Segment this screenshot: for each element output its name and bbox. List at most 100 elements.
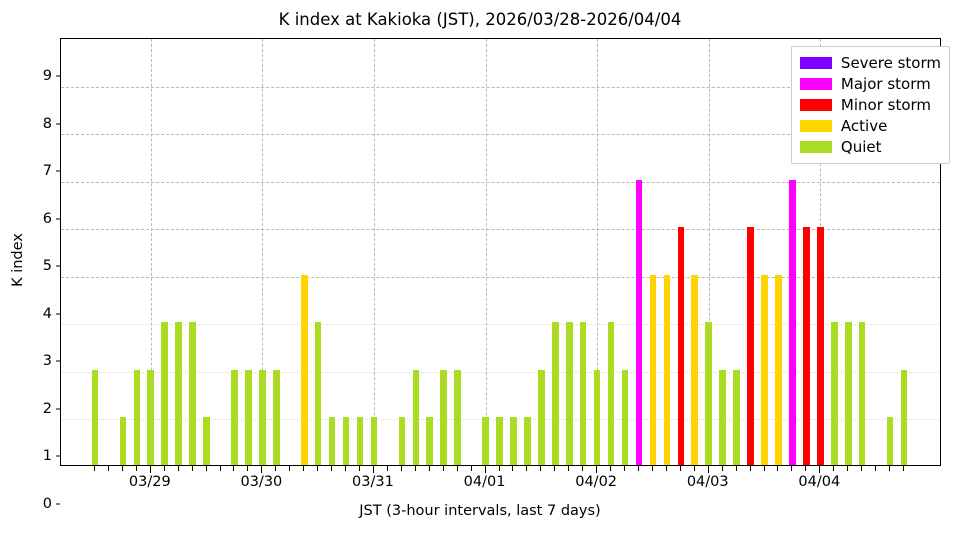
- bar: [761, 274, 768, 465]
- bar: [328, 417, 336, 465]
- gridline-vertical: [150, 39, 152, 465]
- bar: [733, 369, 740, 465]
- y-tick-label: 8: [42, 115, 52, 132]
- x-tick-mark: [275, 466, 277, 471]
- bar: [524, 417, 531, 465]
- x-tick-mark: [94, 466, 95, 471]
- x-tick-mark: [331, 466, 333, 471]
- bar: [259, 369, 266, 465]
- bar: [551, 322, 559, 465]
- x-tick-label: 03/29: [128, 474, 171, 490]
- legend-label: Quiet: [840, 137, 882, 156]
- x-tick-mark: [359, 466, 361, 471]
- y-axis: 0 1 2 3 4 5 6 7 8 9 K index: [0, 38, 60, 512]
- x-tick-mark-major: [819, 466, 821, 473]
- bar: [789, 179, 796, 465]
- legend-item-minor[interactable]: Minor storm: [799, 94, 941, 115]
- bar: [370, 417, 378, 465]
- y-tick-label: 4: [42, 305, 52, 322]
- x-tick-mark: [540, 466, 542, 471]
- x-tick-label: 04/04: [798, 474, 841, 490]
- y-tick-label: 1: [42, 448, 52, 465]
- bar: [510, 417, 517, 465]
- x-tick-mark: [763, 466, 765, 471]
- x-tick-mark: [121, 466, 123, 471]
- bar: [705, 322, 713, 465]
- y-tick-container: 0 1 2 3 4 5 6 7 8 9: [0, 68, 60, 512]
- bar: [579, 322, 587, 465]
- x-tick-label: 04/03: [686, 474, 729, 490]
- x-tick-mark: [442, 466, 444, 471]
- y-tick-mark: [56, 265, 60, 267]
- bar: [231, 369, 238, 465]
- bar: [314, 322, 322, 465]
- y-tick-label: 0: [42, 496, 52, 512]
- bar: [454, 369, 461, 465]
- x-tick-mark-major: [372, 466, 374, 473]
- x-tick-mark-major: [596, 466, 598, 473]
- legend-swatch-severe: [799, 56, 832, 69]
- gridline-horizontal: [61, 324, 940, 326]
- bar: [133, 369, 141, 465]
- legend-swatch-quiet: [799, 140, 832, 153]
- bar: [398, 417, 406, 465]
- bar: [677, 227, 685, 465]
- x-tick-mark: [512, 466, 514, 471]
- bar: [691, 274, 699, 465]
- x-tick-mark: [554, 466, 556, 471]
- x-tick-mark: [498, 466, 500, 471]
- bar: [147, 369, 155, 465]
- x-tick-label: 03/30: [240, 474, 283, 490]
- gridline-horizontal: [61, 371, 940, 373]
- bar: [886, 417, 894, 465]
- x-tick-mark: [693, 466, 695, 471]
- x-tick-mark: [289, 466, 291, 471]
- legend-item-major[interactable]: Major storm: [799, 73, 941, 94]
- legend-item-quiet[interactable]: Quiet: [799, 136, 941, 157]
- legend-item-severe[interactable]: Severe storm: [799, 52, 941, 73]
- bar: [817, 227, 824, 465]
- bar: [300, 274, 308, 465]
- chart-title: K index at Kakioka (JST), 2026/03/28-202…: [278, 10, 682, 29]
- y-tick-mark: [56, 218, 60, 220]
- bar: [663, 274, 671, 465]
- bar: [719, 369, 726, 465]
- bar: [858, 322, 866, 465]
- y-tick-label: 7: [42, 163, 52, 180]
- bar: [538, 369, 545, 465]
- y-tick-mark: [56, 455, 60, 457]
- bar: [593, 369, 601, 465]
- gridline-horizontal: [61, 229, 940, 231]
- bar: [830, 322, 838, 465]
- x-tick-mark: [470, 466, 472, 471]
- bar: [426, 417, 434, 465]
- x-tick-mark-major: [261, 466, 263, 473]
- bar: [161, 322, 169, 465]
- x-tick-mark: [749, 466, 751, 471]
- legend: Severe storm Major storm Minor storm Active…: [790, 46, 950, 164]
- x-tick-mark: [428, 466, 430, 471]
- bar: [342, 417, 350, 465]
- gridline-vertical: [485, 39, 487, 465]
- y-tick-mark: [56, 123, 60, 125]
- bar: [245, 369, 252, 465]
- bar: [91, 369, 99, 465]
- bar: [203, 417, 210, 465]
- gridline-vertical: [262, 39, 264, 465]
- legend-swatch-major: [799, 77, 832, 90]
- bar: [565, 322, 573, 465]
- legend-label: Severe storm: [840, 53, 941, 72]
- bar: [747, 227, 754, 465]
- x-tick-mark: [651, 466, 653, 471]
- x-tick-mark: [400, 466, 402, 471]
- legend-label: Active: [840, 116, 888, 135]
- x-tick-mark: [568, 466, 570, 471]
- x-tick-label-container: 03/29 03/30 03/31 04/01 04/02 04/03 04/04: [60, 474, 941, 496]
- x-tick-mark: [345, 466, 347, 471]
- gridline-horizontal: [61, 134, 940, 136]
- bar: [844, 322, 852, 465]
- bar: [175, 322, 182, 465]
- legend-item-active[interactable]: Active: [799, 115, 941, 136]
- bar: [482, 417, 489, 465]
- x-tick-mark: [386, 466, 388, 471]
